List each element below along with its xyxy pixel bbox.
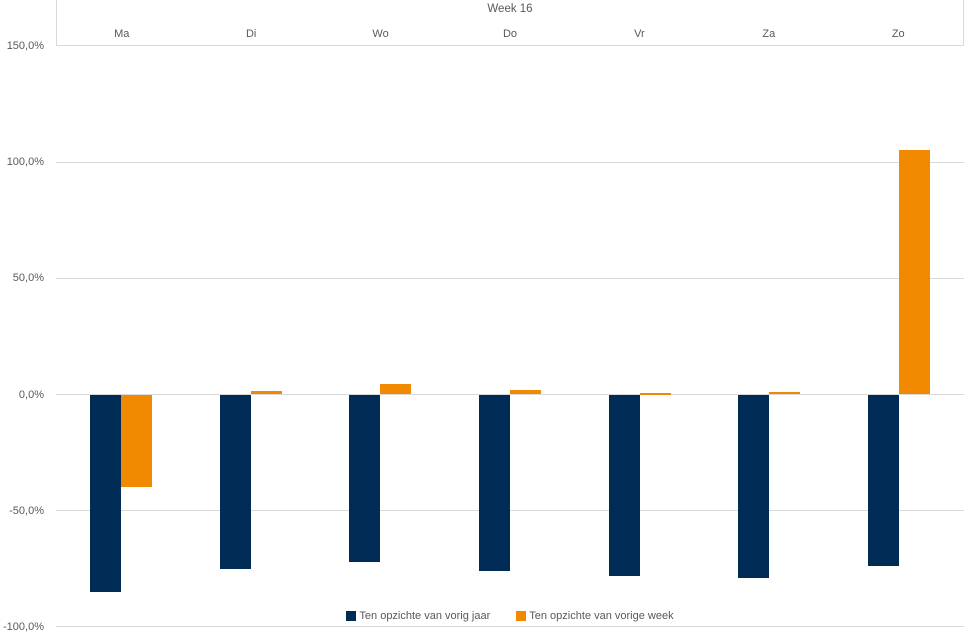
category-label-do: Do — [502, 28, 517, 40]
bar-vorig-jaar-zo — [868, 394, 900, 567]
category-label-za: Za — [762, 28, 776, 40]
bar-vorig-jaar-di — [219, 394, 251, 569]
chart-title: Week 16 — [487, 3, 533, 15]
category-label-di: Di — [245, 28, 257, 40]
bar-vorige-week-ma — [120, 394, 152, 488]
legend-label: Ten opzichte van vorige week — [529, 610, 674, 622]
bar-vorig-jaar-ma — [89, 394, 121, 593]
bar-vorig-jaar-vr — [608, 394, 640, 576]
y-axis-tick-label: -100,0% — [3, 620, 44, 633]
y-axis-tick-label: 50,0% — [12, 272, 44, 285]
bar-vorig-jaar-wo — [349, 394, 381, 562]
bar-vorige-week-wo — [380, 384, 412, 395]
category-label-ma: Ma — [114, 28, 130, 40]
gridline--100 — [56, 626, 964, 628]
gridline--50 — [56, 510, 964, 512]
gridline-0 — [56, 394, 964, 395]
legend: Ten opzichte van vorig jaar Ten opzichte … — [56, 608, 964, 624]
bar-vorige-week-za — [769, 392, 801, 395]
gridline-100 — [56, 161, 964, 163]
legend-swatch-icon — [346, 611, 357, 621]
legend-item-vorig-jaar: Ten opzichte van vorig jaar — [346, 610, 490, 622]
category-label-zo: Zo — [891, 28, 905, 40]
category-axis-header: Week 16 Ma Di Wo Do Vr Za Zo — [56, 0, 964, 46]
legend-item-vorige-week: Ten opzichte van vorige week — [516, 610, 674, 622]
category-label-vr: Vr — [634, 28, 645, 40]
bar-vorige-week-vr — [639, 392, 671, 395]
category-label-wo: Wo — [372, 28, 389, 40]
y-axis-tick-label: 100,0% — [6, 156, 44, 169]
bar-vorige-week-di — [250, 391, 282, 395]
bar-vorige-week-zo — [899, 150, 931, 395]
category-labels-row: Ma Di Wo Do Vr Za Zo — [57, 28, 963, 40]
y-axis-tick-label: 0,0% — [18, 388, 44, 401]
gridline-50 — [56, 277, 964, 279]
bar-vorige-week-do — [510, 389, 541, 395]
bar-vorig-jaar-do — [479, 394, 510, 572]
legend-swatch-icon — [516, 611, 527, 621]
bar-vorig-jaar-za — [738, 394, 770, 579]
legend-label: Ten opzichte van vorig jaar — [359, 610, 491, 622]
y-axis-tick-label: -50,0% — [9, 504, 44, 517]
y-axis-tick-label: 150,0% — [6, 39, 44, 52]
